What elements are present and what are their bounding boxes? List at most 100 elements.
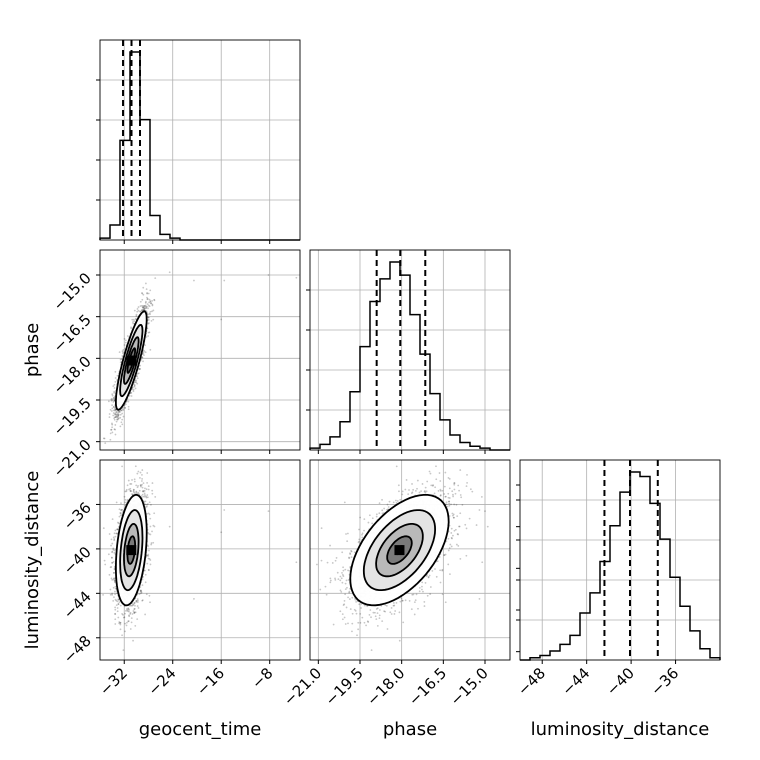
scatter-point <box>113 391 116 394</box>
scatter-point <box>114 412 117 415</box>
scatter-point <box>149 310 152 313</box>
scatter-point <box>111 404 113 407</box>
scatter-point <box>135 313 138 316</box>
scatter-point <box>112 412 115 414</box>
scatter-point <box>141 493 144 496</box>
scatter-point <box>147 316 150 319</box>
scatter-point <box>146 297 149 300</box>
scatter-point <box>111 562 114 564</box>
scatter-point <box>116 418 119 421</box>
scatter-point <box>130 327 133 330</box>
scatter-point <box>141 353 144 355</box>
scatter-point <box>132 603 135 606</box>
scatter-point <box>111 592 113 595</box>
scatter-point <box>148 513 151 516</box>
scatter-point <box>133 601 136 604</box>
scatter-point <box>126 484 129 487</box>
scatter-point <box>114 416 117 419</box>
scatter-point <box>113 571 116 574</box>
scatter-point <box>117 414 120 417</box>
scatter-point <box>125 488 128 491</box>
scatter-point <box>116 418 118 421</box>
scatter-point <box>141 356 144 359</box>
scatter-point <box>107 553 110 556</box>
scatter-point <box>136 382 139 385</box>
scatter-point <box>139 300 142 303</box>
scatter-point <box>116 374 119 377</box>
scatter-point <box>112 572 115 574</box>
scatter-point <box>136 618 139 621</box>
scatter-point <box>111 426 114 429</box>
scatter-point <box>114 424 117 426</box>
scatter-point <box>145 488 148 491</box>
scatter-point <box>115 411 118 414</box>
scatter-point <box>110 399 113 402</box>
panel-frame-hist-phase <box>309 249 511 451</box>
scatter-point <box>117 616 120 619</box>
scatter-point <box>146 298 149 301</box>
scatter-point <box>148 501 151 504</box>
scatter-point <box>145 336 148 338</box>
scatter-point <box>110 429 112 431</box>
scatter-point <box>137 607 140 609</box>
scatter-point <box>143 495 146 498</box>
scatter-point <box>118 622 121 625</box>
scatter-point <box>125 490 128 493</box>
scatter-point <box>138 493 140 495</box>
scatter-point <box>150 542 153 544</box>
scatter-point <box>141 306 144 309</box>
scatter-point <box>127 408 130 411</box>
scatter-point <box>114 408 117 411</box>
scatter-point <box>116 528 118 531</box>
scatter-point <box>120 409 122 412</box>
scatter-point <box>132 489 135 491</box>
scatter-point <box>112 385 115 388</box>
scatter-point <box>130 326 132 329</box>
scatter-point <box>139 589 142 592</box>
scatter-point <box>138 489 141 492</box>
scatter-point <box>113 390 116 393</box>
scatter-point <box>143 306 145 309</box>
scatter-point <box>135 375 138 377</box>
scatter-point <box>111 557 113 559</box>
scatter-point <box>113 395 116 398</box>
scatter-point <box>133 611 136 614</box>
scatter-point <box>117 411 120 414</box>
scatter-point <box>122 348 125 351</box>
scatter-point <box>113 579 116 582</box>
scatter-point <box>117 414 120 417</box>
scatter-point <box>108 413 111 415</box>
scatter-point <box>114 580 116 583</box>
scatter-point <box>112 578 115 581</box>
scatter-point <box>124 407 126 409</box>
scatter-point <box>112 406 115 408</box>
scatter-point <box>144 573 147 576</box>
scatter-point <box>119 621 122 624</box>
scatter-point <box>139 364 142 367</box>
scatter-point <box>149 563 152 566</box>
scatter-point <box>125 624 128 627</box>
scatter-point <box>120 421 123 424</box>
scatter-point <box>145 305 148 308</box>
scatter-point <box>124 490 127 493</box>
scatter-point <box>131 321 134 324</box>
scatter-point <box>151 530 153 533</box>
scatter-point <box>113 387 116 389</box>
scatter-point <box>150 543 153 546</box>
scatter-point <box>128 609 130 611</box>
scatter-point <box>109 408 112 411</box>
scatter-point <box>104 442 107 444</box>
scatter-point <box>114 535 117 538</box>
scatter-point <box>115 413 118 416</box>
scatter-point <box>139 310 141 313</box>
scatter-point <box>145 307 148 309</box>
scatter-point <box>130 617 133 620</box>
scatter-point <box>140 591 143 594</box>
scatter-point <box>129 490 132 492</box>
scatter-point <box>152 524 155 527</box>
scatter-point <box>143 500 146 503</box>
scatter-point <box>132 604 134 607</box>
panel-geocent-time-vs-phase-frame <box>99 249 301 451</box>
scatter-point <box>119 361 122 364</box>
scatter-point <box>141 309 144 311</box>
